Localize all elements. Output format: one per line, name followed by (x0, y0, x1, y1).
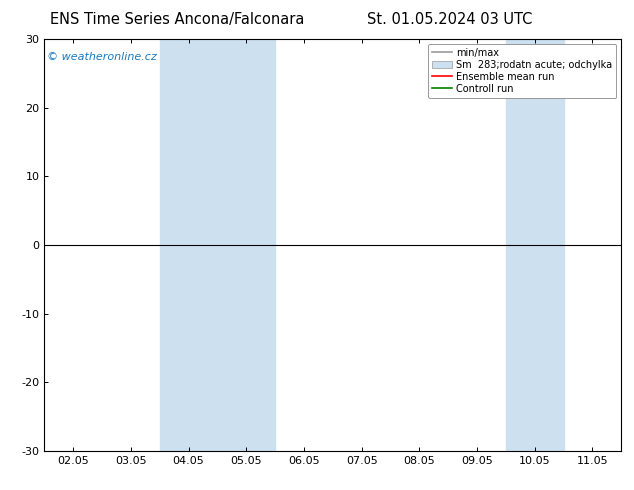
Bar (506, 39, 564, 451)
Bar (160, 39, 275, 451)
Text: St. 01.05.2024 03 UTC: St. 01.05.2024 03 UTC (368, 12, 533, 27)
Legend: min/max, Sm  283;rodatn acute; odchylka, Ensemble mean run, Controll run: min/max, Sm 283;rodatn acute; odchylka, … (428, 44, 616, 98)
Text: © weatheronline.cz: © weatheronline.cz (48, 51, 157, 62)
Text: ENS Time Series Ancona/Falconara: ENS Time Series Ancona/Falconara (50, 12, 305, 27)
